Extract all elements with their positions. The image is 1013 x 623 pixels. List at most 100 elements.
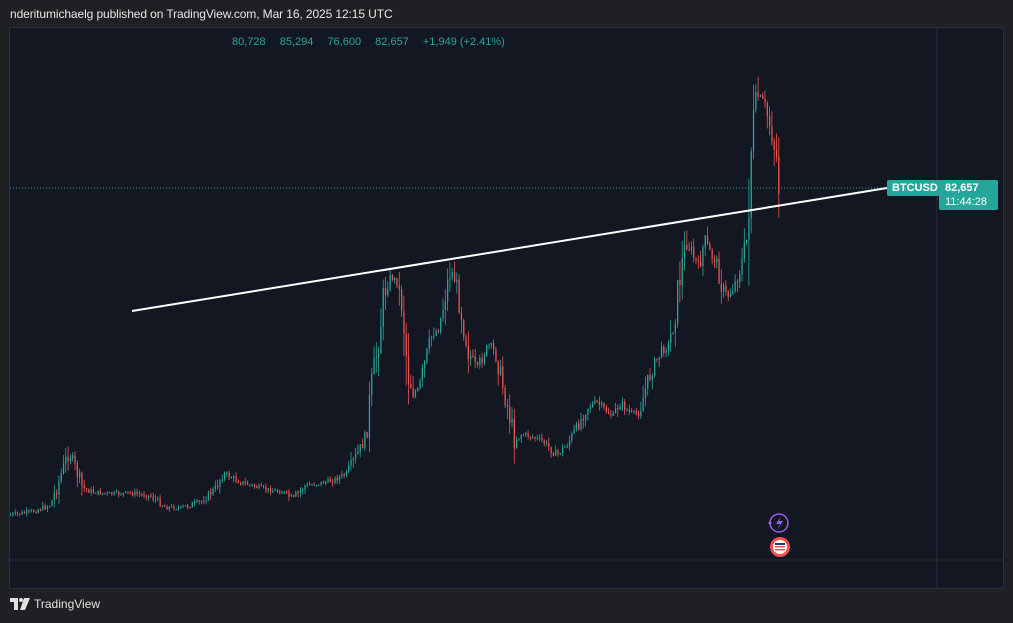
candle-body <box>697 260 699 262</box>
candle-body <box>426 349 428 362</box>
candle-body <box>253 484 256 487</box>
candle-body <box>113 492 115 495</box>
candle-body <box>177 507 180 510</box>
candle-body <box>743 242 745 259</box>
candle-body <box>562 447 564 454</box>
ohlc-readout: 80,728 85,294 76,600 82,657 +1,949 (+2.4… <box>232 36 516 48</box>
ohlc-open: 80,728 <box>232 36 266 48</box>
candle-body <box>368 394 371 438</box>
candle-body <box>237 481 239 484</box>
candle-body <box>748 218 750 240</box>
candle-body <box>53 492 55 501</box>
candle-body <box>686 244 688 250</box>
candle-body <box>318 484 320 486</box>
candle-body <box>366 432 368 438</box>
candle-body <box>424 361 426 368</box>
candle-body <box>414 390 417 397</box>
candle-body <box>401 289 403 312</box>
candle-body <box>736 281 739 283</box>
candle-body <box>148 495 150 498</box>
trendline <box>131 187 888 312</box>
candle-body <box>433 335 435 337</box>
candle-body <box>276 489 279 492</box>
candle-body <box>493 343 495 350</box>
candle-body <box>766 103 768 117</box>
candle-body <box>421 367 423 381</box>
price-badge: 82,657 11:44:28 <box>939 180 998 210</box>
candle-body <box>127 491 129 493</box>
candle-body <box>486 345 488 356</box>
candle-body <box>348 465 350 472</box>
candle-body <box>49 506 51 508</box>
candle-body <box>269 488 272 493</box>
candle-body <box>718 258 720 284</box>
candle-body <box>279 491 281 494</box>
candle-body <box>495 349 497 362</box>
chart-pane[interactable] <box>9 27 1004 589</box>
candle-body <box>589 407 591 409</box>
candle-body <box>21 512 23 515</box>
ohlc-low: 76,600 <box>327 36 362 48</box>
candle-body <box>447 279 449 302</box>
candle-body <box>304 485 306 490</box>
candle-body <box>189 507 191 509</box>
candle-body <box>272 490 274 493</box>
candle-body <box>212 488 214 495</box>
candle-body <box>152 496 154 500</box>
candle-body <box>69 458 72 461</box>
candle-body <box>56 492 58 495</box>
us-flag-event-icon[interactable] <box>770 537 790 557</box>
candle-body <box>442 309 444 319</box>
candle-body <box>727 291 729 297</box>
candle-body <box>95 492 97 494</box>
candle-body <box>99 490 101 495</box>
candle-body <box>644 388 647 398</box>
candle-body <box>200 501 203 503</box>
candles-group <box>10 76 780 517</box>
candle-body <box>520 435 522 439</box>
candle-body <box>159 498 161 507</box>
candle-body <box>591 403 594 408</box>
candle-body <box>325 481 327 484</box>
candle-body <box>541 437 543 441</box>
candle-body <box>118 491 120 495</box>
candle-body <box>120 494 122 496</box>
candle-body <box>295 492 297 497</box>
candle-body <box>764 98 766 104</box>
brand-name: TradingView <box>34 597 101 611</box>
candle-body <box>405 333 407 357</box>
candle-body <box>338 476 341 481</box>
candle-body <box>122 492 124 495</box>
footer-brand[interactable]: TradingView <box>10 597 100 611</box>
candle-body <box>741 258 743 275</box>
candle-body <box>33 510 35 512</box>
ohlc-change: +1,949 (+2.41%) <box>422 36 505 48</box>
candle-body <box>311 484 313 486</box>
candle-body <box>444 301 446 310</box>
candle-body <box>688 249 690 251</box>
candle-body <box>92 489 95 493</box>
candle-body <box>536 437 538 439</box>
candle-body <box>608 412 610 415</box>
candle-body <box>235 476 237 482</box>
tradingview-logo-icon <box>10 598 30 610</box>
candle-body <box>587 408 589 415</box>
candle-body <box>221 479 223 481</box>
candle-body <box>552 452 555 456</box>
candle-body <box>522 434 525 436</box>
candle-body <box>60 473 62 481</box>
candle-body <box>85 488 88 490</box>
candle-body <box>164 505 166 507</box>
candle-body <box>757 91 759 97</box>
candle-body <box>568 440 571 447</box>
candle-body <box>58 480 60 495</box>
candle-body <box>474 356 476 363</box>
ohlc-high: 85,294 <box>279 36 314 48</box>
candle-body <box>313 484 315 486</box>
candle-body <box>594 400 596 404</box>
candle-body <box>681 257 683 286</box>
lightning-icon[interactable] <box>768 513 789 533</box>
candle-body <box>479 357 481 365</box>
last-price-label: 82,657 <box>945 182 979 194</box>
